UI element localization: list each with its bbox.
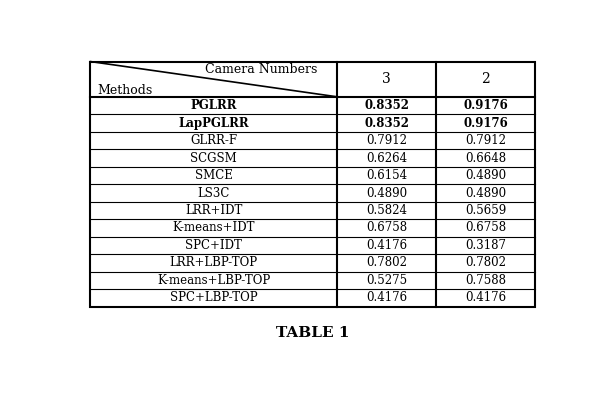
Text: SCGSM: SCGSM xyxy=(190,152,237,164)
Text: 0.6264: 0.6264 xyxy=(366,152,407,164)
Text: 0.4176: 0.4176 xyxy=(366,291,407,304)
Text: 0.4176: 0.4176 xyxy=(465,291,506,304)
Text: Camera Numbers: Camera Numbers xyxy=(205,63,317,76)
Text: K-means+LBP-TOP: K-means+LBP-TOP xyxy=(157,274,270,287)
Text: 0.6758: 0.6758 xyxy=(366,222,407,234)
Text: 0.7802: 0.7802 xyxy=(465,256,506,269)
Text: 0.9176: 0.9176 xyxy=(463,117,508,129)
Text: GLRR-F: GLRR-F xyxy=(190,134,237,147)
Text: 0.9176: 0.9176 xyxy=(463,99,508,112)
Text: 0.4890: 0.4890 xyxy=(366,187,407,199)
Text: LRR+LBP-TOP: LRR+LBP-TOP xyxy=(170,256,258,269)
Text: SMCE: SMCE xyxy=(195,169,232,182)
Text: 0.7912: 0.7912 xyxy=(366,134,407,147)
Text: 2: 2 xyxy=(481,72,490,86)
Text: 0.6758: 0.6758 xyxy=(465,222,506,234)
Text: 0.4890: 0.4890 xyxy=(465,187,506,199)
Text: 0.7912: 0.7912 xyxy=(465,134,506,147)
Text: LapPGLRR: LapPGLRR xyxy=(179,117,249,129)
Text: 0.5659: 0.5659 xyxy=(465,204,506,217)
Text: TABLE 1: TABLE 1 xyxy=(276,326,350,340)
Text: Methods: Methods xyxy=(98,84,152,97)
Text: 0.8352: 0.8352 xyxy=(364,99,409,112)
Text: 0.5275: 0.5275 xyxy=(366,274,407,287)
Text: 0.3187: 0.3187 xyxy=(465,239,506,252)
Text: SPC+IDT: SPC+IDT xyxy=(185,239,242,252)
Text: 0.5824: 0.5824 xyxy=(366,204,407,217)
Text: 0.8352: 0.8352 xyxy=(364,117,409,129)
Text: SPC+LBP-TOP: SPC+LBP-TOP xyxy=(170,291,257,304)
Text: 0.7802: 0.7802 xyxy=(366,256,407,269)
Text: PGLRR: PGLRR xyxy=(190,99,237,112)
Bar xyxy=(90,62,535,307)
Text: LS3C: LS3C xyxy=(198,187,230,199)
Text: 0.7588: 0.7588 xyxy=(465,274,506,287)
Text: K-means+IDT: K-means+IDT xyxy=(173,222,255,234)
Text: 0.6648: 0.6648 xyxy=(465,152,506,164)
Text: 0.4890: 0.4890 xyxy=(465,169,506,182)
Text: LRR+IDT: LRR+IDT xyxy=(185,204,242,217)
Text: 3: 3 xyxy=(382,72,391,86)
Text: 0.6154: 0.6154 xyxy=(366,169,407,182)
Text: 0.4176: 0.4176 xyxy=(366,239,407,252)
